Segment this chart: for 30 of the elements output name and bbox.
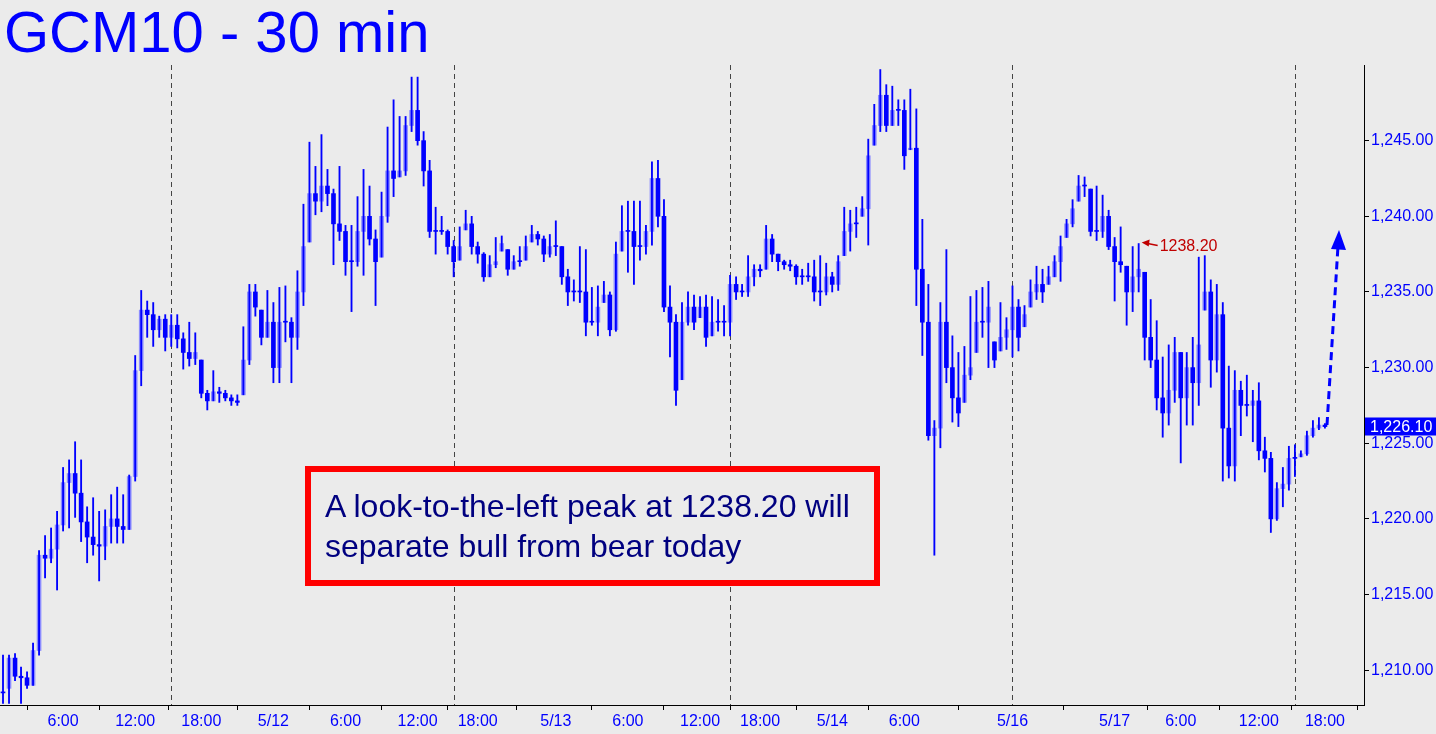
y-tick-label: 1,215.00 bbox=[1371, 584, 1434, 602]
chart-title: GCM10 - 30 min bbox=[4, 0, 430, 66]
x-tick-label: 6:00 bbox=[329, 712, 362, 730]
x-tick-label: 5/12 bbox=[257, 712, 290, 730]
x-tick-label: 18:00 bbox=[181, 712, 222, 730]
x-tick-label: 6:00 bbox=[1165, 712, 1197, 730]
x-tick-label: 18:00 bbox=[740, 712, 781, 730]
text: 1,226.10 bbox=[1370, 418, 1433, 436]
x-tick-label: 18:00 bbox=[1304, 712, 1346, 730]
y-tick-label: 1,240.00 bbox=[1371, 206, 1434, 224]
x-tick-label: 12:00 bbox=[115, 712, 156, 730]
y-tick-label: 1,210.00 bbox=[1371, 660, 1434, 678]
x-tick-label: 5/17 bbox=[1099, 712, 1131, 730]
x-tick-label: 6:00 bbox=[888, 712, 920, 730]
annotation: A look-to-the-left peak at 1238.20 will separate bull from bear today bbox=[305, 466, 880, 586]
y-tick-label: 1,230.00 bbox=[1371, 358, 1434, 376]
x-tick-label: 12:00 bbox=[680, 712, 721, 730]
x-tick-label: 6:00 bbox=[612, 712, 644, 730]
y-tick-label: 1,225.00 bbox=[1371, 433, 1434, 451]
x-tick-label: 12:00 bbox=[397, 712, 438, 730]
y-tick-label: 1,235.00 bbox=[1371, 282, 1434, 300]
annotation: 1238.20 bbox=[1159, 236, 1218, 254]
x-tick-label: 5/14 bbox=[816, 712, 848, 730]
x-tick-label: 6:00 bbox=[47, 712, 79, 730]
y-tick-label: 1,245.00 bbox=[1371, 131, 1434, 149]
x-tick-label: 12:00 bbox=[1238, 712, 1279, 730]
x-tick-label: 5/13 bbox=[540, 712, 572, 730]
y-tick-label: 1,220.00 bbox=[1371, 509, 1434, 527]
x-tick-label: 5/16 bbox=[996, 712, 1029, 730]
x-tick-label: 18:00 bbox=[457, 712, 498, 730]
